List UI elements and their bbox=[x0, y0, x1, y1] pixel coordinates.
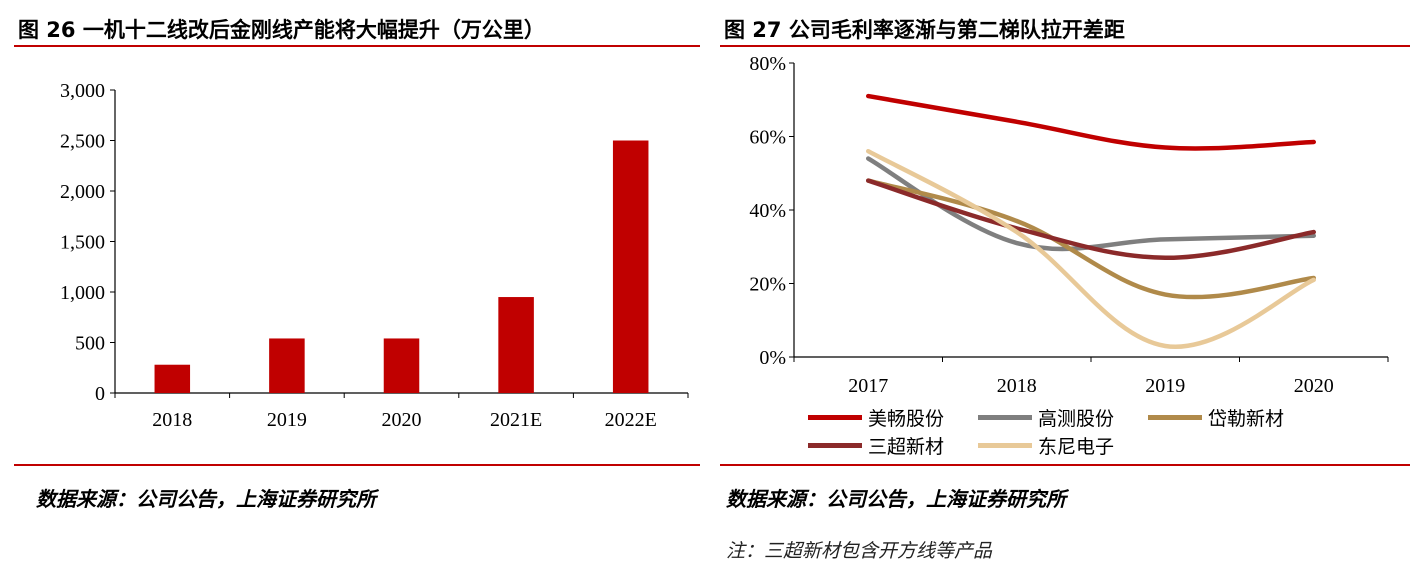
legend-label: 岱勒新材 bbox=[1208, 408, 1285, 430]
legend-item-1: 美畅股份 bbox=[808, 404, 944, 431]
right-note-text: 注：三超新材包含开方线等产品 bbox=[726, 540, 993, 562]
bar-2018 bbox=[154, 364, 191, 393]
legend-label: 三超新材 bbox=[868, 436, 945, 458]
legend-item-2: 高测股份 bbox=[978, 404, 1114, 431]
line-x-tick-label: 2020 bbox=[1294, 375, 1334, 397]
legend-swatch bbox=[978, 443, 1032, 448]
left-title-rule bbox=[14, 45, 700, 47]
bar-x-tick-label: 2021E bbox=[490, 409, 542, 431]
bar-2020 bbox=[383, 338, 420, 393]
bar-y-tick-label: 0 bbox=[95, 383, 105, 405]
legend-swatch bbox=[978, 415, 1032, 420]
bar-x-tick-label: 2019 bbox=[267, 409, 307, 431]
legend-swatch bbox=[808, 443, 862, 448]
line-series-4 bbox=[866, 178, 1316, 261]
left-figure-title: 图 26 一机十二线改后金刚线产能将大幅提升（万公里） bbox=[18, 18, 545, 42]
left-bottom-rule bbox=[14, 464, 700, 466]
right-title-rule bbox=[720, 45, 1410, 47]
right-source-text: 数据来源：公司公告，上海证券研究所 bbox=[726, 487, 1066, 511]
bar-2022E bbox=[612, 140, 649, 393]
bar-x-tick-label: 2022E bbox=[605, 409, 657, 431]
legend-label: 高测股份 bbox=[1038, 408, 1115, 430]
line-chart-legend: 美畅股份 高测股份 岱勒新材三超新材 东尼电子 bbox=[808, 404, 1408, 462]
line-y-tick-label: 40% bbox=[749, 200, 786, 222]
line-x-tick-label: 2019 bbox=[1145, 375, 1185, 397]
line-y-tick-label: 20% bbox=[749, 274, 786, 296]
legend-item-5: 东尼电子 bbox=[978, 432, 1114, 459]
bar-y-tick-label: 1,000 bbox=[60, 282, 105, 304]
bar-y-tick-label: 1,500 bbox=[60, 232, 105, 254]
line-series-1 bbox=[866, 93, 1316, 151]
bar-y-tick-label: 2,500 bbox=[60, 131, 105, 153]
legend-swatch bbox=[808, 415, 862, 420]
bar-x-tick-label: 2018 bbox=[152, 409, 192, 431]
line-y-tick-label: 60% bbox=[749, 127, 786, 149]
right-figure-title: 图 27 公司毛利率逐渐与第二梯队拉开差距 bbox=[724, 18, 1125, 42]
bar-2021E bbox=[498, 297, 534, 393]
bar-2019 bbox=[269, 338, 305, 393]
legend-swatch bbox=[1148, 415, 1202, 420]
legend-label: 美畅股份 bbox=[868, 408, 945, 430]
legend-item-3: 岱勒新材 bbox=[1148, 404, 1284, 431]
left-source-text: 数据来源：公司公告，上海证券研究所 bbox=[36, 487, 376, 511]
bar-y-tick-label: 500 bbox=[75, 333, 105, 355]
legend-label: 东尼电子 bbox=[1038, 436, 1115, 458]
right-bottom-rule bbox=[720, 464, 1410, 466]
bar-x-tick-label: 2020 bbox=[382, 409, 422, 431]
gross-margin-line-chart: 0% 20% 40% 60% 80% 2017 2018 2019 2020 bbox=[749, 53, 1389, 397]
line-x-tick-label: 2018 bbox=[997, 375, 1037, 397]
capacity-bar-chart: 0 500 1,000 1,500 2,000 2,500 3,000 2018 2019 202… bbox=[60, 80, 689, 431]
line-x-tick-label: 2017 bbox=[848, 375, 888, 397]
line-y-tick-label: 0% bbox=[759, 347, 786, 369]
legend-item-4: 三超新材 bbox=[808, 432, 944, 459]
bar-y-tick-label: 3,000 bbox=[60, 80, 105, 102]
line-y-tick-label: 80% bbox=[749, 53, 786, 75]
line-series-3 bbox=[866, 178, 1316, 300]
bar-y-tick-label: 2,000 bbox=[60, 181, 105, 203]
line-series-5 bbox=[866, 148, 1316, 350]
